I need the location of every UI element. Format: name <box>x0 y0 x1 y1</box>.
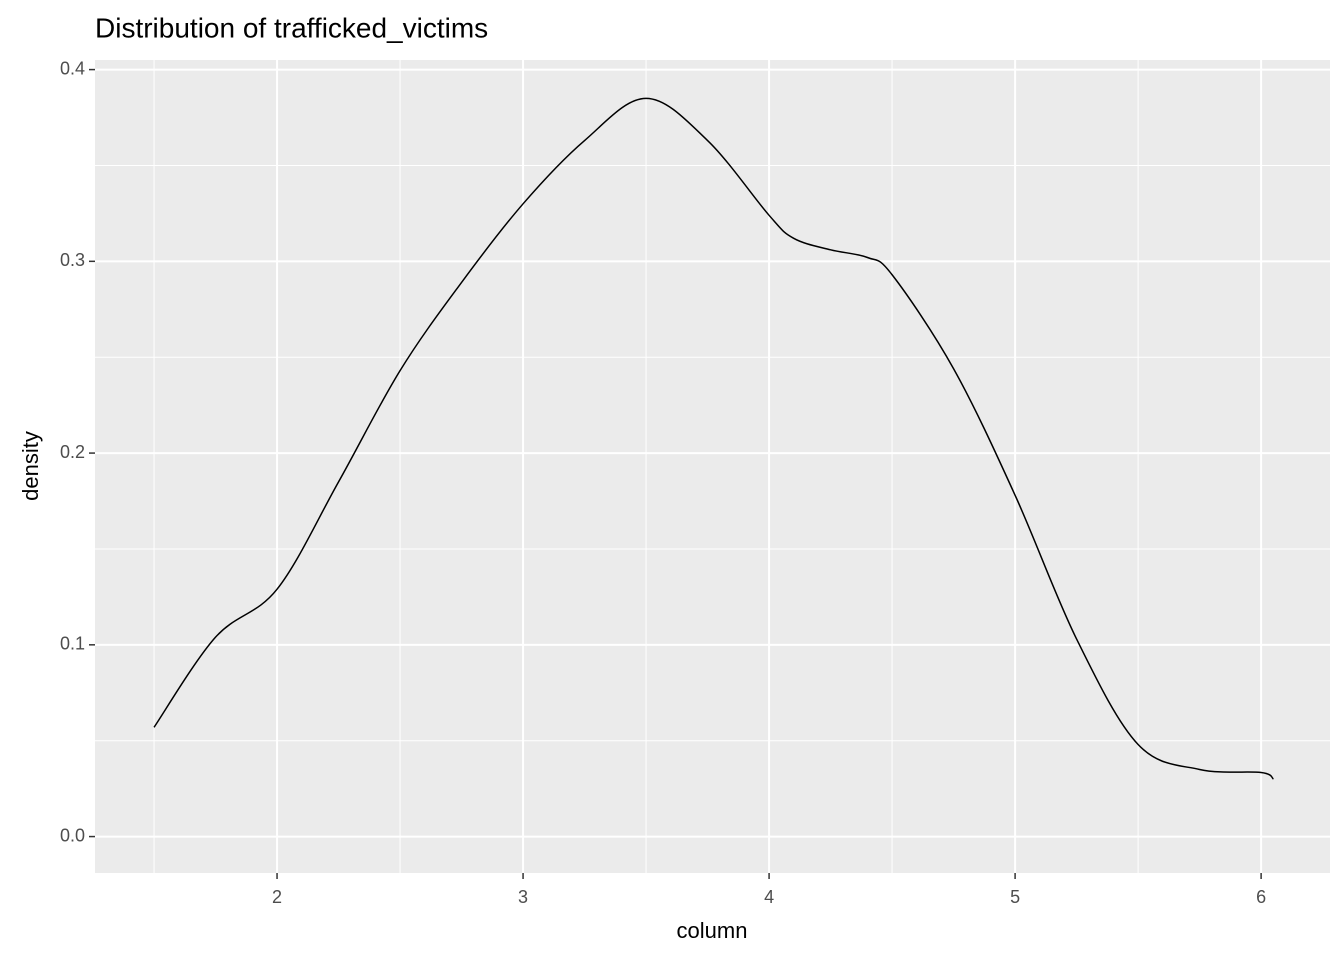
x-axis-label: column <box>677 918 748 943</box>
x-tick-label: 5 <box>1010 887 1020 907</box>
y-tick-label: 0.0 <box>60 825 85 845</box>
y-tick-label: 0.4 <box>60 58 85 78</box>
y-tick-label: 0.3 <box>60 250 85 270</box>
panel <box>95 60 1330 873</box>
y-axis-label: density <box>18 431 43 501</box>
y-tick-label: 0.2 <box>60 442 85 462</box>
x-tick-label: 2 <box>272 887 282 907</box>
x-tick-label: 6 <box>1256 887 1266 907</box>
chart-title: Distribution of trafficked_victims <box>95 12 488 43</box>
x-tick-label: 4 <box>764 887 774 907</box>
density-line <box>153 97 1274 780</box>
x-tick-label: 3 <box>518 887 528 907</box>
y-tick-label: 0.1 <box>60 634 85 654</box>
